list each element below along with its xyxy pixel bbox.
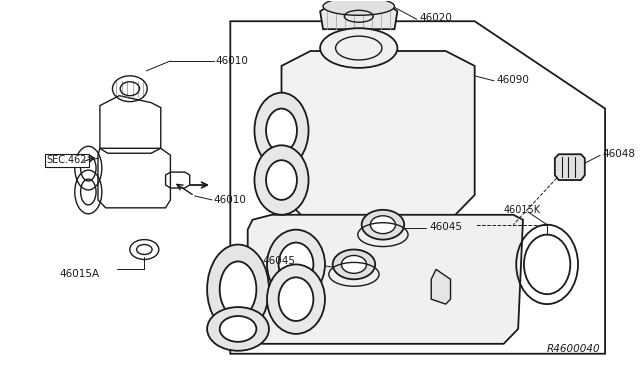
Text: R4600040: R4600040 — [547, 344, 600, 354]
Ellipse shape — [267, 264, 325, 334]
Ellipse shape — [323, 0, 394, 15]
Ellipse shape — [371, 216, 396, 234]
Ellipse shape — [333, 250, 375, 279]
Ellipse shape — [207, 244, 269, 334]
Text: 46015A: 46015A — [60, 269, 99, 279]
Ellipse shape — [341, 256, 367, 273]
Ellipse shape — [266, 160, 297, 200]
Polygon shape — [320, 6, 397, 29]
Text: 46045: 46045 — [429, 222, 462, 232]
Text: 46010: 46010 — [216, 56, 249, 66]
Polygon shape — [431, 269, 451, 304]
Ellipse shape — [220, 262, 257, 317]
Polygon shape — [555, 154, 585, 180]
Polygon shape — [248, 294, 262, 329]
Ellipse shape — [362, 210, 404, 240]
Text: 46015K: 46015K — [504, 205, 541, 215]
Ellipse shape — [320, 28, 397, 68]
Ellipse shape — [255, 145, 308, 215]
Ellipse shape — [266, 109, 297, 152]
Ellipse shape — [267, 230, 325, 299]
Text: SEC.462: SEC.462 — [47, 155, 87, 165]
Ellipse shape — [278, 243, 314, 286]
Ellipse shape — [207, 307, 269, 351]
Ellipse shape — [278, 277, 314, 321]
Text: 46048: 46048 — [602, 149, 635, 159]
Polygon shape — [282, 51, 475, 220]
Text: 46020: 46020 — [420, 13, 452, 23]
Ellipse shape — [220, 316, 257, 342]
Text: 46045: 46045 — [262, 256, 295, 266]
Ellipse shape — [255, 93, 308, 168]
Polygon shape — [248, 215, 523, 344]
Text: 46010: 46010 — [214, 195, 247, 205]
Text: 46090: 46090 — [497, 75, 530, 85]
